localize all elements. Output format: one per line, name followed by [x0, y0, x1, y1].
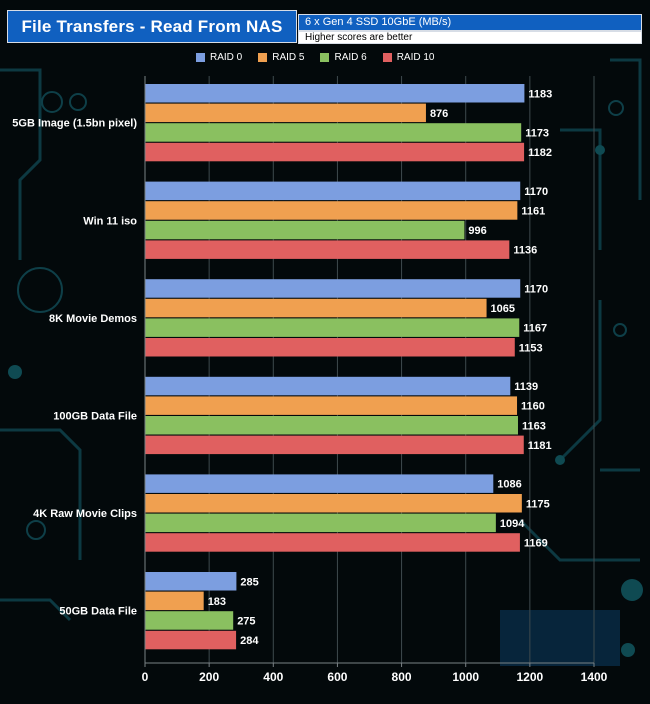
x-tick-label: 200 [199, 670, 219, 684]
bar-value-label: 1170 [524, 186, 548, 198]
bar [145, 103, 426, 123]
bar [145, 318, 520, 337]
bar-value-label: 1170 [524, 283, 548, 295]
bar-value-label: 1065 [491, 303, 515, 315]
bar [145, 474, 494, 493]
bar [145, 533, 520, 552]
bar [145, 572, 237, 591]
bar [145, 298, 487, 318]
x-tick-label: 1000 [452, 670, 479, 684]
bar [145, 181, 521, 201]
bar [145, 338, 515, 357]
x-tick-label: 1400 [581, 670, 608, 684]
bar-value-label: 1153 [519, 342, 543, 354]
x-tick-label: 1200 [517, 670, 544, 684]
legend-swatch-raid6 [320, 52, 330, 62]
bar [145, 220, 465, 240]
bar-value-label: 183 [208, 596, 226, 608]
bar [145, 123, 522, 142]
bar-value-label: 1183 [528, 88, 552, 100]
bar-value-label: 1182 [528, 147, 552, 159]
bar [145, 142, 525, 162]
bar-value-label: 996 [468, 225, 486, 237]
legend-swatch-raid10 [382, 52, 392, 62]
chart-subtitle: 6 x Gen 4 SSD 10GbE (MB/s) [298, 14, 642, 31]
bar [145, 591, 204, 611]
legend: RAID 0 RAID 5 RAID 6 RAID 10 [196, 50, 435, 64]
bar-value-label: 1175 [526, 498, 550, 510]
bar-value-label: 1160 [521, 401, 545, 413]
bar [145, 416, 518, 435]
bar-value-label: 1139 [514, 381, 538, 393]
bar [145, 279, 521, 298]
chart-title: File Transfers - Read From NAS [7, 10, 297, 43]
bar [145, 84, 525, 103]
category-label: Win 11 iso [83, 215, 137, 227]
bar [145, 494, 522, 513]
legend-label-raid10: RAID 10 [396, 51, 435, 63]
chart-note: Higher scores are better [298, 31, 642, 44]
category-label: 5GB Image (1.5bn pixel) [12, 118, 137, 130]
legend-swatch-raid5 [258, 52, 268, 62]
bar [145, 201, 518, 220]
bar-value-label: 1094 [500, 518, 525, 530]
x-tick-label: 600 [327, 670, 347, 684]
bar [145, 376, 511, 396]
bar-value-label: 876 [430, 108, 448, 120]
bar [145, 630, 237, 650]
bar-value-label: 1136 [513, 245, 537, 257]
bar-value-label: 1163 [522, 420, 546, 432]
category-label: 50GB Data File [59, 606, 137, 618]
bar-value-label: 1167 [523, 323, 547, 335]
bar-value-label: 275 [237, 615, 255, 627]
bar [145, 435, 524, 455]
bar-value-label: 284 [240, 635, 259, 647]
legend-swatch-raid0 [196, 52, 205, 62]
legend-item-raid0: RAID 0 [196, 52, 242, 63]
category-label: 8K Movie Demos [49, 313, 137, 325]
x-tick-label: 0 [142, 670, 149, 684]
bar-value-label: 1173 [525, 127, 549, 139]
x-tick-label: 800 [392, 670, 412, 684]
legend-item-raid5: RAID 5 [258, 52, 304, 63]
x-tick-label: 400 [263, 670, 283, 684]
category-label: 4K Raw Movie Clips [33, 508, 137, 520]
bar-value-label: 285 [240, 576, 258, 588]
bar [145, 240, 510, 259]
bar [145, 396, 518, 415]
legend-label-raid0: RAID 0 [210, 51, 243, 63]
bar [145, 513, 496, 533]
legend-label-raid6: RAID 6 [334, 51, 367, 63]
legend-item-raid6: RAID 6 [320, 51, 367, 63]
bar-value-label: 1086 [497, 479, 521, 491]
bar-value-label: 1161 [521, 205, 545, 217]
legend-label-raid5: RAID 5 [272, 51, 305, 63]
bar-value-label: 1181 [528, 440, 552, 452]
category-label: 100GB Data File [53, 410, 137, 422]
legend-item-raid10: RAID 10 [382, 51, 435, 63]
bar-value-label: 1169 [524, 537, 548, 549]
bar [145, 611, 234, 630]
